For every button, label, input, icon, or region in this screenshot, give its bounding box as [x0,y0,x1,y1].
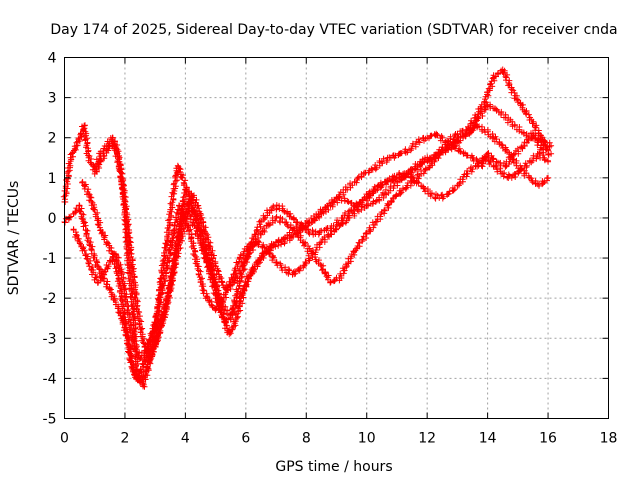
x-tick-label: 10 [358,431,376,447]
y-tick-label: -4 [43,371,57,387]
y-tick-label: 1 [48,171,57,187]
y-tick-label: -2 [43,291,57,307]
x-tick-label: 14 [479,431,497,447]
series-trace-4 [70,149,552,362]
grid-layer [64,57,609,419]
series-trace-5 [91,66,552,358]
y-axis-label: SDTVAR / TECUs [6,181,22,296]
x-tick-label: 2 [120,431,129,447]
x-tick-label: 16 [539,431,557,447]
y-tick-label: -5 [43,412,57,428]
y-tick-label: -3 [43,331,57,347]
y-tick-label: 2 [48,131,57,147]
y-tick-label: -1 [43,251,57,267]
series-trace-markers [62,101,553,385]
data-layer [60,66,555,390]
y-tick-label: 0 [48,211,57,227]
y-tick-label: 3 [48,91,57,107]
data-point [79,178,86,185]
series-trace-markers [92,67,550,357]
x-tick-label: 12 [418,431,436,447]
x-tick-label: 0 [60,431,69,447]
x-tick-label: 18 [600,431,618,447]
data-point [484,150,491,157]
y-tick-label: 4 [48,51,57,67]
x-tick-label: 6 [241,431,250,447]
plot-frame [64,57,609,419]
chart-title: Day 174 of 2025, Sidereal Day-to-day VTE… [50,22,617,38]
x-tick-label: 4 [181,431,190,447]
x-tick-label: 8 [302,431,311,447]
x-axis-label: GPS time / hours [275,459,392,475]
